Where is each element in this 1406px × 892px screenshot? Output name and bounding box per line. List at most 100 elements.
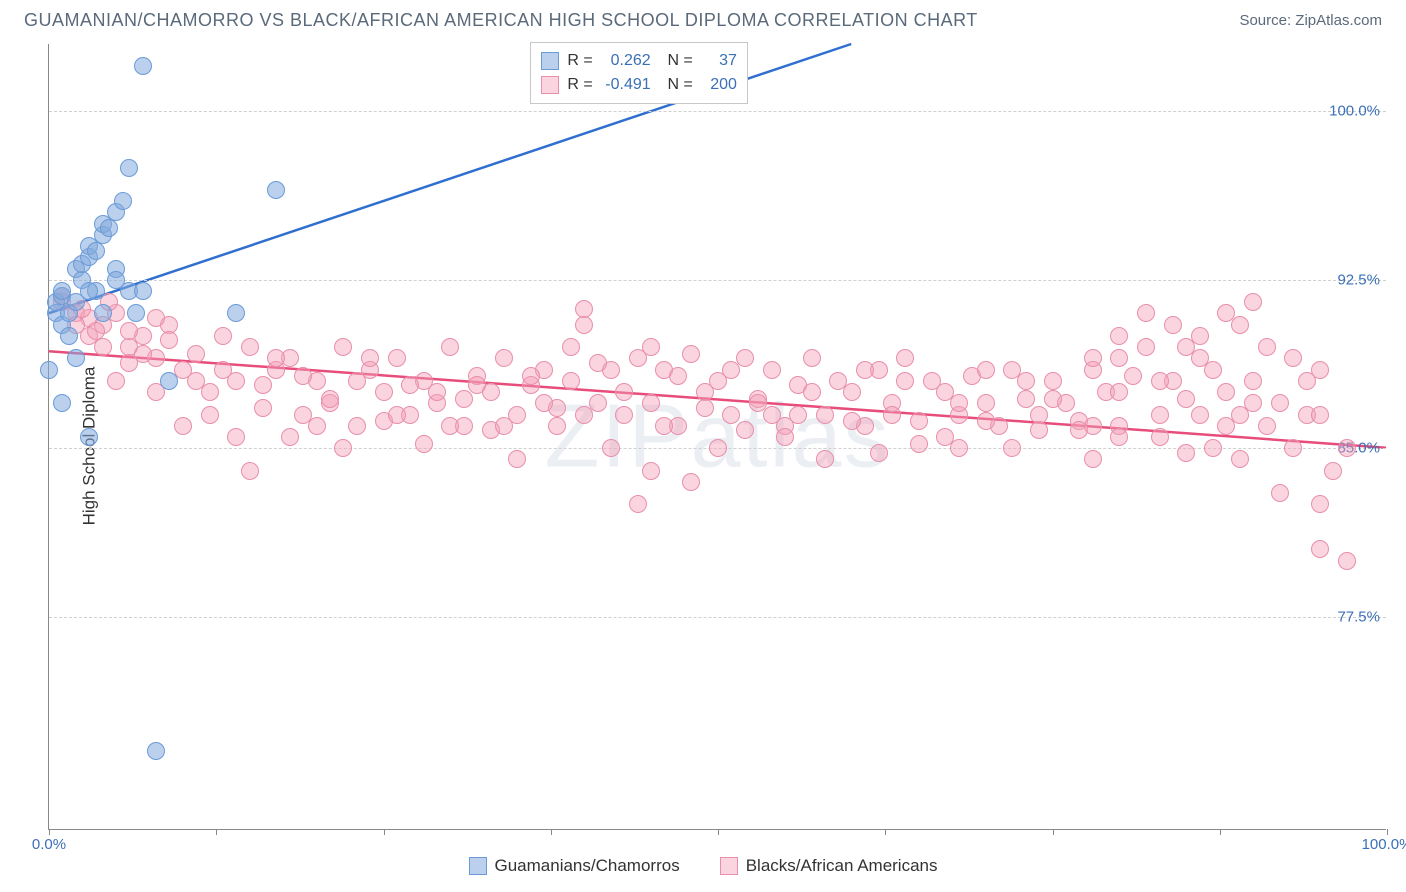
scatter-point bbox=[160, 331, 178, 349]
scatter-point bbox=[1258, 417, 1276, 435]
x-tick-mark bbox=[1387, 829, 1388, 835]
scatter-point bbox=[1311, 540, 1329, 558]
scatter-point bbox=[508, 450, 526, 468]
scatter-point bbox=[1003, 439, 1021, 457]
scatter-point bbox=[120, 159, 138, 177]
scatter-point bbox=[334, 439, 352, 457]
scatter-point bbox=[1017, 390, 1035, 408]
scatter-point bbox=[1017, 372, 1035, 390]
x-tick-mark bbox=[216, 829, 217, 835]
scatter-point bbox=[187, 372, 205, 390]
scatter-point bbox=[1324, 462, 1342, 480]
scatter-point bbox=[589, 354, 607, 372]
scatter-point bbox=[1204, 361, 1222, 379]
scatter-point bbox=[856, 361, 874, 379]
x-tick-mark bbox=[49, 829, 50, 835]
scatter-point bbox=[321, 390, 339, 408]
scatter-point bbox=[1271, 484, 1289, 502]
scatter-point bbox=[669, 367, 687, 385]
scatter-point bbox=[334, 338, 352, 356]
scatter-point bbox=[1244, 394, 1262, 412]
scatter-point bbox=[1137, 304, 1155, 322]
stat-n-label: N = bbox=[659, 49, 693, 73]
scatter-point bbox=[843, 412, 861, 430]
scatter-point bbox=[53, 394, 71, 412]
scatter-point bbox=[80, 282, 98, 300]
stat-r-label: R = bbox=[567, 49, 592, 73]
stat-n-label: N = bbox=[659, 73, 693, 97]
scatter-point bbox=[789, 406, 807, 424]
scatter-point bbox=[682, 345, 700, 363]
trend-lines-layer bbox=[49, 44, 1386, 829]
scatter-point bbox=[977, 361, 995, 379]
scatter-point bbox=[763, 361, 781, 379]
scatter-point bbox=[107, 271, 125, 289]
scatter-point bbox=[388, 349, 406, 367]
scatter-point bbox=[40, 361, 58, 379]
scatter-point bbox=[736, 421, 754, 439]
scatter-point bbox=[214, 361, 232, 379]
y-tick-label: 77.5% bbox=[1337, 608, 1380, 625]
x-tick-mark bbox=[718, 829, 719, 835]
chart-legend: Guamanians/ChamorrosBlacks/African Ameri… bbox=[0, 856, 1406, 876]
source-text: Source: ZipAtlas.com bbox=[1239, 12, 1382, 29]
scatter-point bbox=[1110, 428, 1128, 446]
scatter-point bbox=[1164, 316, 1182, 334]
scatter-point bbox=[401, 376, 419, 394]
scatter-point bbox=[134, 282, 152, 300]
scatter-point bbox=[1137, 338, 1155, 356]
scatter-point bbox=[1110, 327, 1128, 345]
scatter-point bbox=[87, 322, 105, 340]
gridline-h bbox=[49, 280, 1386, 281]
stat-row: R =-0.491 N =200 bbox=[541, 73, 737, 97]
scatter-point bbox=[1177, 444, 1195, 462]
scatter-point bbox=[709, 439, 727, 457]
scatter-point bbox=[1338, 552, 1356, 570]
scatter-point bbox=[910, 435, 928, 453]
scatter-point bbox=[415, 435, 433, 453]
scatter-point bbox=[80, 428, 98, 446]
scatter-point bbox=[361, 349, 379, 367]
scatter-point bbox=[1151, 372, 1169, 390]
legend-item: Guamanians/Chamorros bbox=[469, 856, 680, 876]
scatter-point bbox=[134, 345, 152, 363]
scatter-point bbox=[522, 367, 540, 385]
scatter-point bbox=[147, 742, 165, 760]
chart-title: GUAMANIAN/CHAMORRO VS BLACK/AFRICAN AMER… bbox=[24, 10, 978, 31]
scatter-point bbox=[147, 309, 165, 327]
x-tick-label-left: 0.0% bbox=[32, 836, 66, 853]
scatter-point bbox=[114, 192, 132, 210]
stat-row: R =0.262 N =37 bbox=[541, 49, 737, 73]
scatter-point bbox=[1311, 361, 1329, 379]
scatter-point bbox=[1151, 406, 1169, 424]
scatter-point bbox=[100, 219, 118, 237]
scatter-point bbox=[562, 372, 580, 390]
chart-plot-area: ZIPatlas R =0.262 N =37R =-0.491 N =200 … bbox=[48, 44, 1386, 830]
scatter-point bbox=[1244, 372, 1262, 390]
scatter-point bbox=[615, 383, 633, 401]
y-tick-label: 92.5% bbox=[1337, 271, 1380, 288]
scatter-point bbox=[776, 428, 794, 446]
scatter-point bbox=[977, 394, 995, 412]
legend-swatch bbox=[541, 76, 559, 94]
scatter-point bbox=[1110, 383, 1128, 401]
stat-r-value: 0.262 bbox=[601, 49, 651, 73]
scatter-point bbox=[1244, 293, 1262, 311]
scatter-point bbox=[227, 304, 245, 322]
x-tick-mark bbox=[885, 829, 886, 835]
scatter-point bbox=[87, 242, 105, 260]
scatter-point bbox=[94, 338, 112, 356]
scatter-point bbox=[267, 349, 285, 367]
scatter-point bbox=[910, 412, 928, 430]
legend-swatch bbox=[720, 857, 738, 875]
scatter-point bbox=[294, 367, 312, 385]
scatter-point bbox=[548, 417, 566, 435]
scatter-point bbox=[187, 345, 205, 363]
scatter-point bbox=[696, 399, 714, 417]
scatter-point bbox=[615, 406, 633, 424]
scatter-point bbox=[375, 383, 393, 401]
scatter-point bbox=[1151, 428, 1169, 446]
scatter-point bbox=[1204, 439, 1222, 457]
scatter-point bbox=[254, 399, 272, 417]
scatter-point bbox=[1177, 338, 1195, 356]
